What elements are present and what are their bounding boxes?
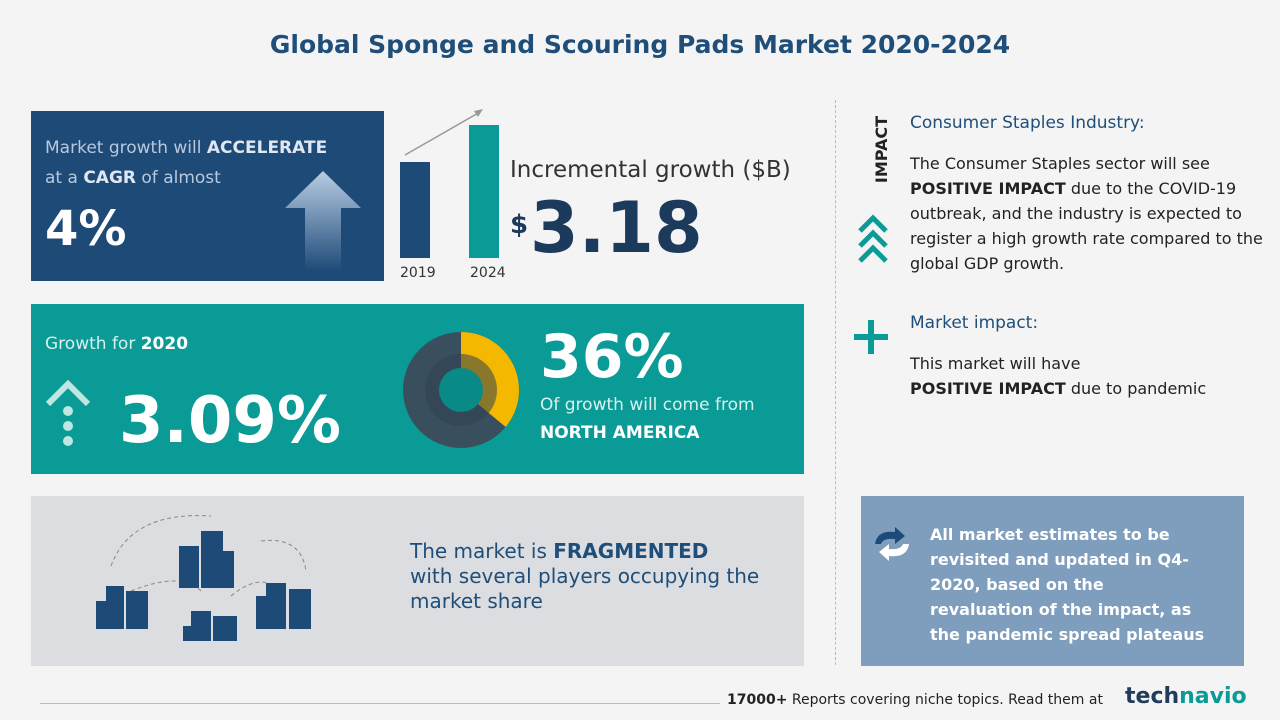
impact-tag: IMPACT	[872, 115, 892, 184]
note-panel: All market estimates to be revisited and…	[861, 496, 1244, 666]
emphasis: POSITIVE IMPACT	[910, 179, 1066, 198]
cagr-panel: Market growth will ACCELERATE at a CAGR …	[31, 111, 384, 281]
year: 2024	[470, 265, 506, 281]
divider	[835, 100, 836, 665]
emphasis: FRAGMENTED	[553, 539, 709, 563]
brand: technavio	[1125, 684, 1247, 709]
incremental-value: 3.18	[530, 187, 703, 269]
growth-panel: Growth for 2020 3.09% 36% Of growth will…	[31, 304, 804, 474]
count: 17000+	[727, 692, 788, 708]
donut	[403, 332, 519, 448]
text: of almost	[141, 168, 221, 188]
text: due to pandemic	[1070, 379, 1207, 398]
chevrons	[858, 214, 888, 263]
bar-icon	[400, 109, 499, 258]
emphasis: CAGR	[83, 168, 136, 188]
cagr-text: Market growth will ACCELERATE at a CAGR …	[45, 133, 345, 193]
text: with several players occupying the marke…	[410, 564, 760, 613]
text: The Consumer Staples sector will see	[910, 154, 1210, 173]
year: 2020	[140, 334, 189, 354]
brand-part: tech	[1125, 684, 1180, 709]
text: Reports covering niche topics. Read them…	[791, 692, 1103, 708]
growth-value: 3.09%	[119, 384, 342, 458]
note-text: All market estimates to be revisited and…	[930, 525, 1205, 644]
currency: $	[510, 210, 529, 240]
emphasis: POSITIVE IMPACT	[910, 379, 1066, 398]
vendor-panel: The market is FRAGMENTED with several pla…	[31, 496, 804, 666]
buildings-icon	[96, 515, 311, 641]
growth-icon	[45, 379, 91, 446]
vendor-text: The market is FRAGMENTED with several pla…	[410, 539, 790, 614]
footer-text: 17000+ Reports covering niche topics. Re…	[727, 692, 1103, 708]
text: Market growth will	[45, 138, 202, 158]
text: The market is	[410, 539, 547, 563]
plus-icon	[854, 320, 888, 354]
year: 2019	[400, 265, 436, 281]
brand-part: navio	[1179, 684, 1247, 709]
cagr-value: 4%	[45, 201, 127, 257]
text: Growth for	[45, 334, 136, 354]
impact-heading: Consumer Staples Industry:	[910, 113, 1145, 133]
incremental-label: Incremental growth ($B)	[510, 157, 791, 183]
donut-hole	[439, 368, 483, 412]
refresh-icon	[875, 527, 909, 561]
title: Global Sponge and Scouring Pads Market 2…	[269, 30, 1011, 59]
region: NORTH AMERICA	[540, 423, 700, 443]
share-text: Of growth will come from	[540, 395, 755, 415]
text: This market will have	[910, 354, 1081, 373]
text: due to the COVID-19 outbreak, and the in…	[910, 179, 1263, 273]
emphasis: ACCELERATE	[206, 138, 328, 158]
up-arrow	[285, 171, 361, 271]
impact-text: The Consumer Staples sector will see POS…	[910, 151, 1275, 276]
footer-rule	[40, 703, 720, 704]
text: at a	[45, 168, 78, 188]
growth-label: Growth for 2020	[45, 334, 188, 354]
market-impact-text: This market will have POSITIVE IMPACT due…	[910, 351, 1250, 401]
share-label: 36%	[540, 322, 684, 392]
market-impact-heading: Market impact:	[910, 313, 1039, 333]
